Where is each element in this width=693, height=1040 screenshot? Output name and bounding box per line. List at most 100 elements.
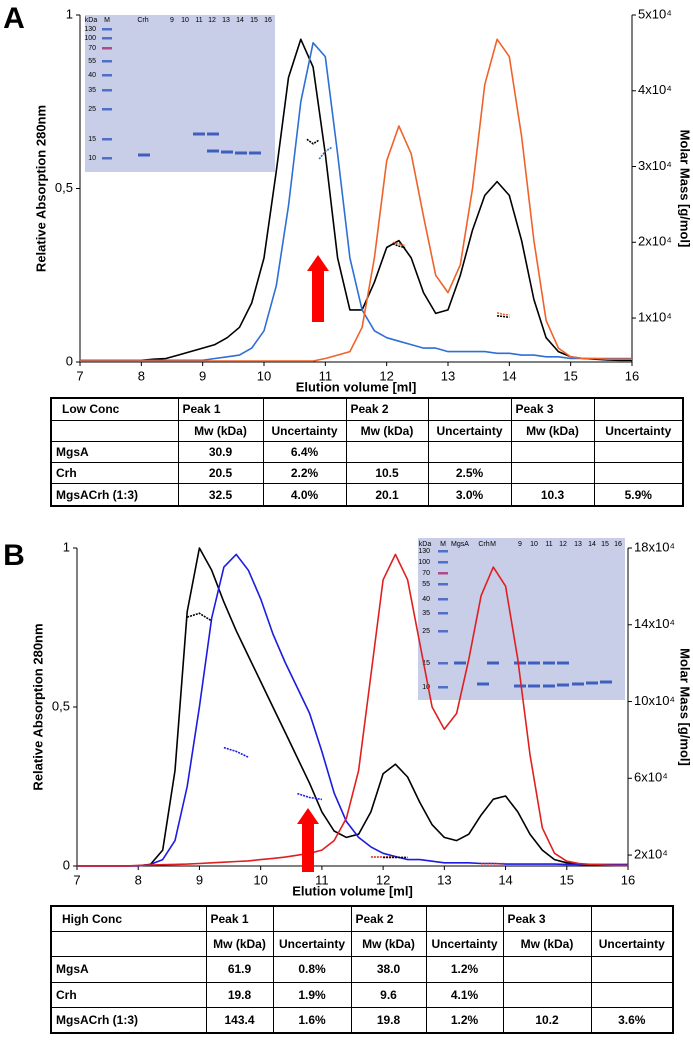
x-axis-label: Elution volume [ml]: [292, 883, 413, 898]
table-cell: [272, 905, 352, 933]
table-cell: 3.0%: [427, 483, 512, 507]
table-cell: 1.9%: [272, 981, 352, 1008]
gel-lane-label: MgsA: [451, 541, 469, 548]
y-tick-label: 0,5: [55, 180, 73, 195]
gel-band: [438, 583, 448, 586]
y2-tick-label: 2x10⁴: [638, 234, 672, 249]
table-cell: 9.6: [350, 981, 427, 1008]
molar-mass-line: [306, 138, 320, 145]
table-cell: Uncertainty: [272, 931, 352, 958]
gel-unit: kDa: [85, 17, 98, 24]
gel-band: [221, 150, 233, 154]
gel-band: [528, 684, 540, 688]
x-tick-label: 13: [441, 368, 455, 383]
y2-tick-label: 18x10⁴: [634, 539, 675, 554]
gel-lane-label: M: [440, 541, 446, 548]
gel-marker-label: 10: [88, 155, 96, 162]
table-cell: Peak 3: [510, 397, 595, 421]
table-cell: 38.0: [350, 956, 427, 983]
molar-mass-line: [392, 243, 406, 249]
results-table: High Conc Peak 1 Peak 2 Peak 3 Mw (kDa) Uncer…: [50, 905, 674, 1034]
x-tick-label: 15: [563, 368, 577, 383]
gel-image: [85, 15, 275, 172]
table-cell: [593, 440, 684, 464]
molar-mass-line: [318, 146, 332, 160]
table-cell: Mw (kDa): [502, 931, 592, 958]
x-tick-label: 9: [199, 368, 206, 383]
molar-mass-line: [297, 792, 323, 801]
table-cell: [345, 440, 429, 464]
x-tick-label: 10: [253, 872, 267, 887]
gel-lane-label: M: [490, 541, 496, 548]
table-cell: Mw (kDa): [177, 419, 264, 442]
x-tick-label: 7: [76, 368, 83, 383]
table-cell: 20.1: [345, 483, 429, 507]
gel-band: [249, 151, 261, 155]
y-tick-label: 0: [66, 353, 73, 368]
gel-marker-label: 40: [422, 596, 430, 603]
gel-band: [600, 680, 612, 684]
table-cell: 3.6%: [590, 1006, 674, 1034]
y2-tick-label: 4x10⁴: [638, 82, 672, 97]
table-cell: 1.2%: [425, 956, 504, 983]
table-cell: 1.6%: [272, 1006, 352, 1034]
gel-marker-label: 35: [422, 610, 430, 617]
gel-lane-label: 10: [530, 541, 538, 548]
panel-label: A: [3, 2, 25, 35]
table-row: MgsA 30.9 6.4%: [50, 440, 684, 464]
results-table: Low Conc Peak 1 Peak 2 Peak 3 Mw (kDa) Uncert…: [50, 397, 684, 507]
table-cell: 61.9: [205, 956, 274, 983]
gel-band: [438, 612, 448, 615]
absorbance-line: [77, 553, 628, 867]
gel-band: [543, 661, 555, 665]
table-cell: 1.2%: [425, 1006, 504, 1034]
table-cell: [510, 462, 595, 485]
table-cell: [427, 397, 512, 421]
gel-band: [477, 682, 489, 686]
table-cell: Peak 2: [350, 905, 427, 933]
y2-tick-label: 10x10⁴: [634, 693, 675, 708]
table-cell: Uncertainty: [590, 931, 674, 958]
table-cell: [590, 956, 674, 983]
table-cell: MgsA: [50, 956, 207, 983]
x-tick-label: 14: [502, 368, 516, 383]
gel-band: [102, 89, 112, 92]
gel-band: [102, 60, 112, 63]
molar-mass-line: [497, 315, 510, 319]
gel-band: [207, 149, 219, 153]
table-cell: 10.5: [345, 462, 429, 485]
y-tick-label: 0,5: [52, 698, 70, 713]
y2-tick-label: 5x10⁴: [638, 6, 672, 21]
table-cell: 2.2%: [262, 462, 347, 485]
molar-mass-line: [496, 312, 510, 316]
table-row: Crh 20.5 2.2% 10.5 2.5%: [50, 462, 684, 485]
table-cell: [262, 397, 347, 421]
gel-lane-label: 15: [601, 541, 609, 548]
gel-lane-label: 11: [545, 541, 552, 548]
x-axis-label: Elution volume [ml]: [296, 379, 417, 394]
gel-marker-label: 40: [88, 72, 96, 79]
gel-band: [138, 153, 150, 157]
gel-marker-label: 70: [422, 570, 430, 577]
gel-marker-label: 35: [88, 87, 96, 94]
gel-marker-label: 25: [88, 106, 96, 113]
table-cell: [593, 462, 684, 485]
y-tick-label: 1: [66, 6, 73, 21]
table-cell: [425, 905, 504, 933]
table-cell: Uncertainty: [262, 419, 347, 442]
gel-band: [102, 37, 112, 40]
gel-band: [102, 28, 112, 31]
gel-marker-label: 55: [88, 58, 96, 65]
x-tick-label: 11: [315, 872, 329, 887]
table-cell: Peak 3: [502, 905, 592, 933]
y2-tick-label: 2x10⁴: [634, 846, 668, 861]
table-cell: Mw (kDa): [205, 931, 274, 958]
table-cell: 20.5: [177, 462, 264, 485]
table-cell: [590, 981, 674, 1008]
molar-mass-line: [392, 241, 406, 247]
gel-band: [438, 572, 448, 575]
gel-band: [572, 682, 584, 686]
table-cell: 4.0%: [262, 483, 347, 507]
table-cell: 0.8%: [272, 956, 352, 983]
table-cell: 30.9: [177, 440, 264, 464]
